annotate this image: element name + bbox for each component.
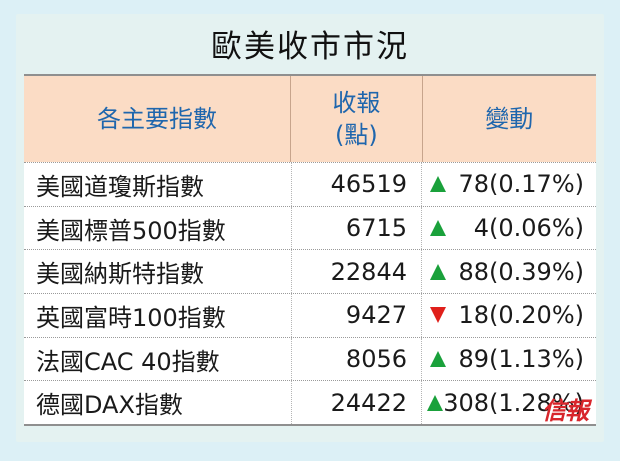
up-arrow-icon bbox=[428, 176, 448, 193]
index-name: 英國富時100指數 bbox=[24, 294, 291, 337]
up-arrow-icon bbox=[428, 263, 448, 280]
index-change-cell: 18(0.20%) bbox=[422, 294, 596, 337]
index-close: 9427 bbox=[291, 294, 422, 337]
index-change: 4(0.06%) bbox=[473, 214, 584, 243]
index-close: 46519 bbox=[291, 163, 422, 206]
header-close: 收報 (點) bbox=[290, 76, 423, 162]
index-change-cell: 88(0.39%) bbox=[422, 250, 596, 294]
index-name: 美國道瓊斯指數 bbox=[24, 163, 291, 206]
index-name: 德國DAX指數 bbox=[24, 381, 291, 425]
table-row: 美國標普500指數 6715 4(0.06%) bbox=[24, 205, 596, 250]
index-close: 8056 bbox=[291, 337, 422, 381]
table-row: 德國DAX指數 24422 308(1.28%) bbox=[24, 380, 596, 425]
header-close-unit: (點) bbox=[334, 121, 378, 149]
table-row: 法國CAC 40指數 8056 89(1.13%) bbox=[24, 336, 596, 381]
index-change-cell: 4(0.06%) bbox=[422, 206, 596, 250]
index-name: 美國納斯特指數 bbox=[24, 250, 291, 294]
index-close: 22844 bbox=[291, 250, 422, 294]
down-arrow-icon bbox=[428, 307, 448, 324]
index-table: 各主要指數 收報 (點) 變動 美國道瓊斯指數 46519 78(0.17%) … bbox=[24, 74, 596, 427]
page-title: 歐美收市市況 bbox=[211, 28, 409, 65]
index-change: 88(0.39%) bbox=[458, 257, 584, 286]
header-close-label: 收報 bbox=[332, 89, 381, 117]
index-close: 6715 bbox=[291, 206, 422, 250]
index-change: 78(0.17%) bbox=[458, 170, 584, 199]
table-row: 美國納斯特指數 22844 88(0.39%) bbox=[24, 249, 596, 294]
index-close: 24422 bbox=[291, 381, 422, 425]
table-header: 各主要指數 收報 (點) 變動 bbox=[24, 74, 596, 162]
up-arrow-icon bbox=[427, 394, 444, 411]
index-name: 美國標普500指數 bbox=[24, 206, 291, 250]
up-arrow-icon bbox=[428, 351, 448, 368]
index-change-cell: 78(0.17%) bbox=[422, 163, 596, 206]
market-summary-card: 歐美收市市況 各主要指數 收報 (點) 變動 美國道瓊斯指數 46519 78(… bbox=[16, 14, 604, 442]
up-arrow-icon bbox=[428, 220, 448, 237]
index-change-cell: 308(1.28%) bbox=[422, 381, 596, 425]
header-change: 變動 bbox=[485, 105, 534, 133]
table-row: 英國富時100指數 9427 18(0.20%) bbox=[24, 293, 596, 337]
index-name: 法國CAC 40指數 bbox=[24, 337, 291, 381]
index-change: 89(1.13%) bbox=[458, 345, 584, 374]
index-change: 18(0.20%) bbox=[458, 301, 584, 330]
index-change-cell: 89(1.13%) bbox=[422, 337, 596, 381]
table-bottom-rule bbox=[24, 424, 596, 427]
header-index-name: 各主要指數 bbox=[97, 105, 218, 133]
index-change: 308(1.28%) bbox=[443, 388, 584, 417]
brand-logo: 信報 bbox=[542, 396, 589, 425]
table-row: 美國道瓊斯指數 46519 78(0.17%) bbox=[24, 162, 596, 206]
